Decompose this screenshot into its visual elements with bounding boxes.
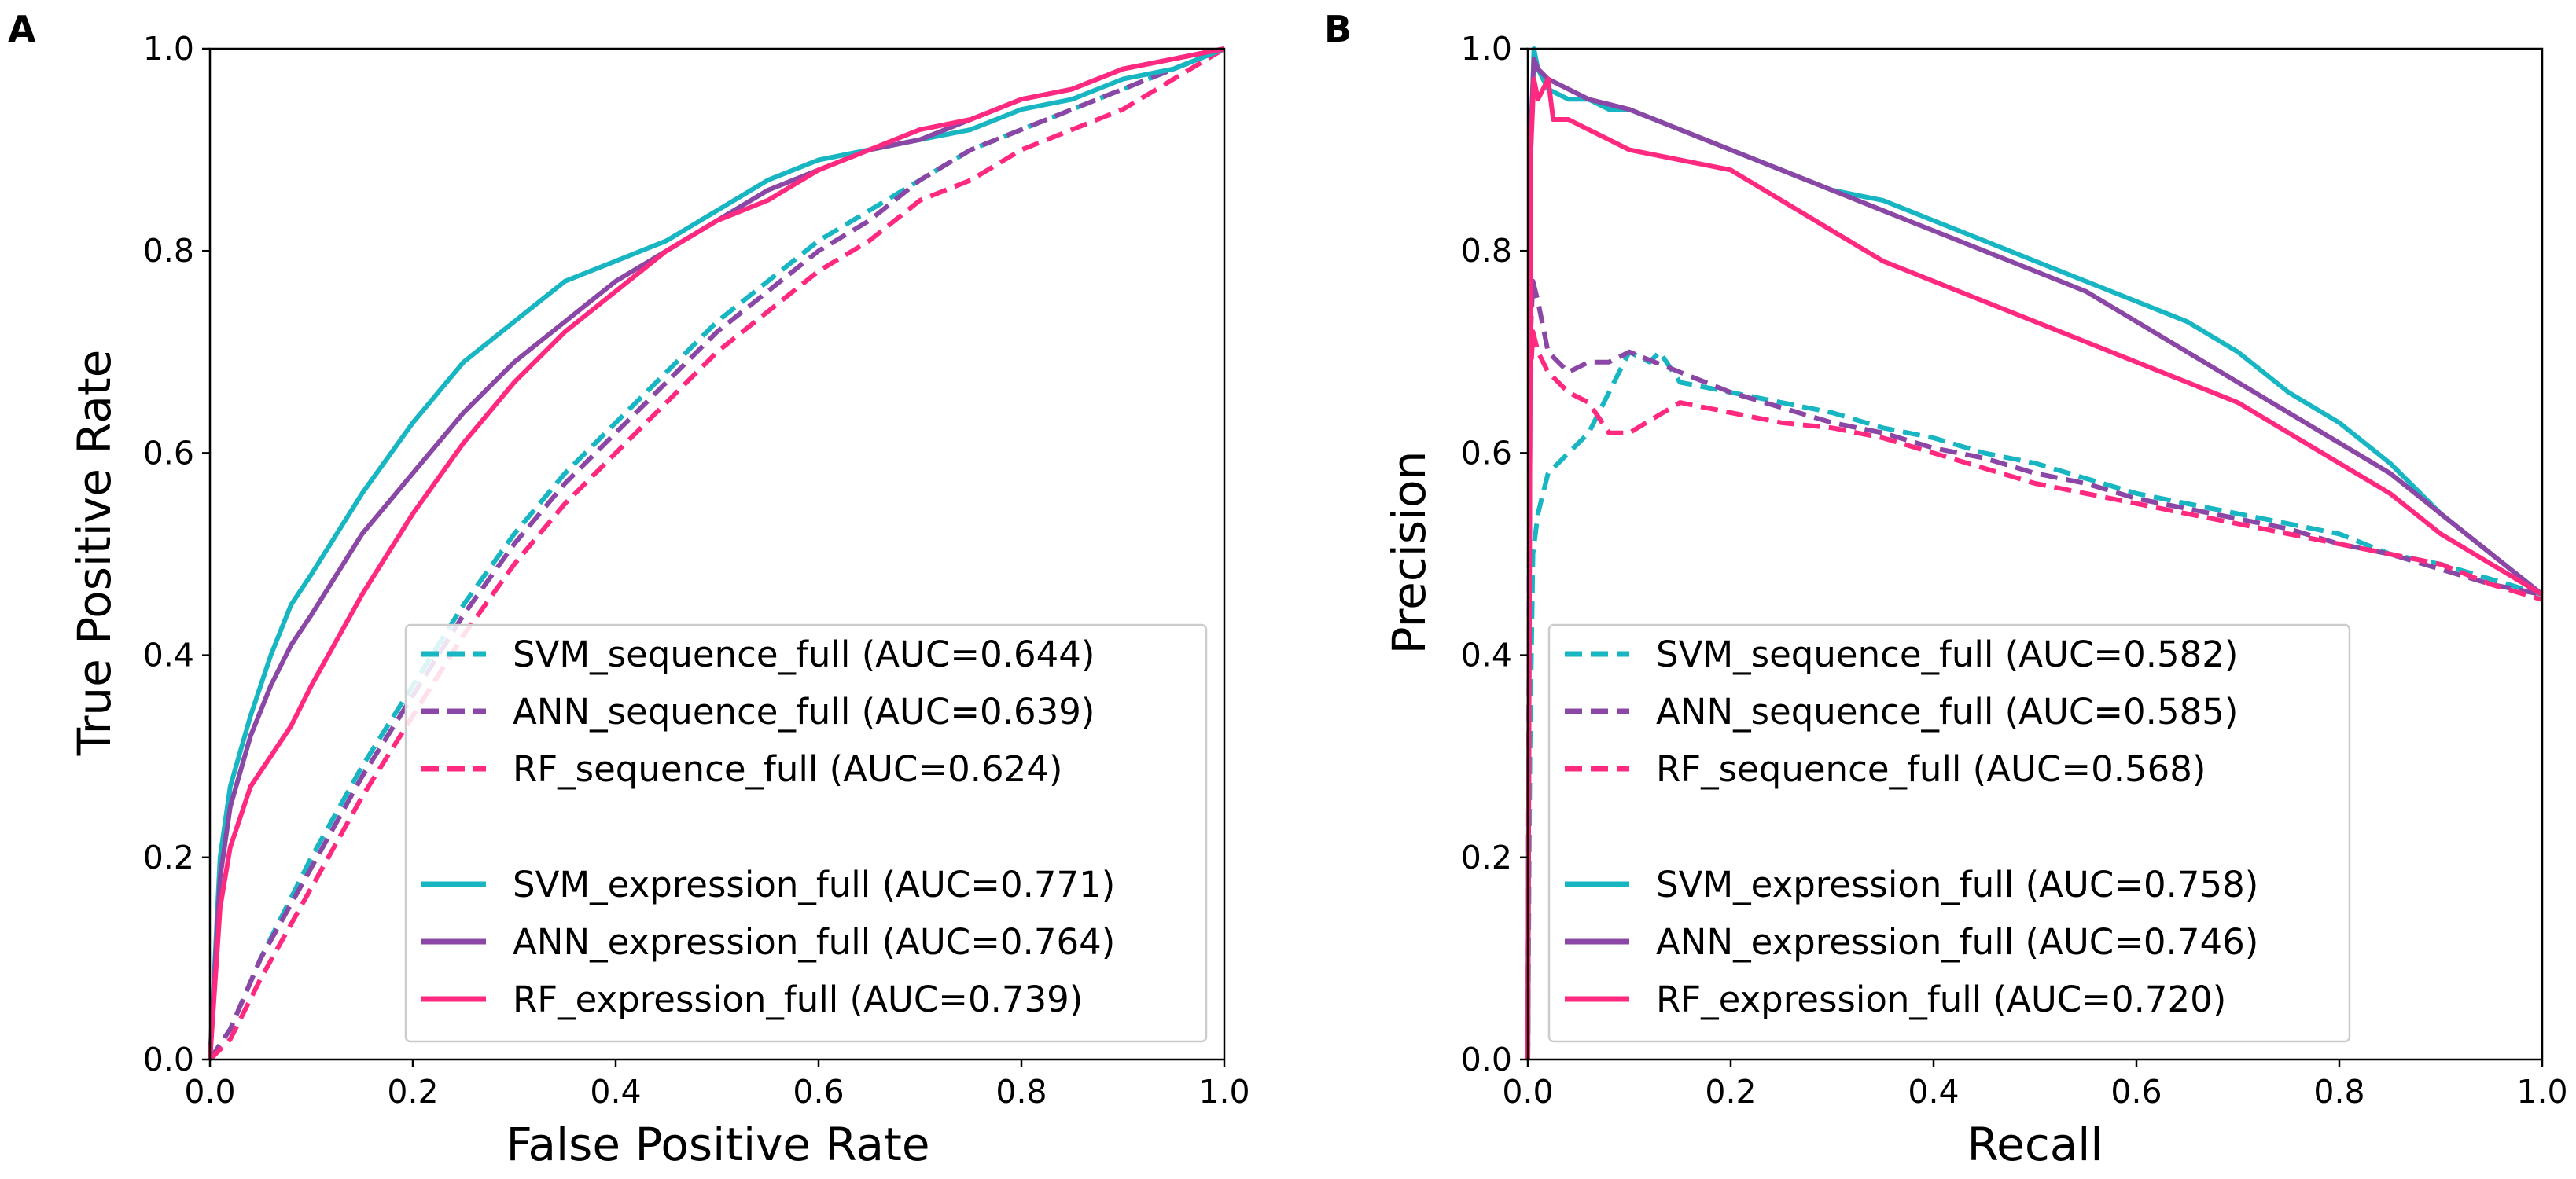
b-legend-label: RF_expression_full (AUC=0.720) [1656,979,2226,1020]
b-legend [1547,623,2351,1043]
b-legend-label: SVM_sequence_full (AUC=0.582) [1656,634,2238,675]
a-y-tick-label: 0.4 [143,637,194,674]
b-legend-label: ANN_expression_full (AUC=0.746) [1656,921,2258,963]
panel-letter-b: B [1324,8,1352,50]
panel-a: A False Positive Rate True Positive Rate… [8,8,1250,1171]
b-curve-svm-expression [1525,46,2544,1060]
a-x-tick-label: 0.4 [590,1073,641,1111]
a-x-tick-label: 0.8 [995,1073,1047,1111]
a-curve-ann-sequence [208,46,1226,1061]
a-curve-rf-expression [208,46,1225,1060]
b-legend-label: SVM_expression_full (AUC=0.758) [1656,864,2258,905]
b-legend-label: RF_sequence_full (AUC=0.568) [1656,748,2206,790]
a-legend-label: ANN_expression_full (AUC=0.764) [513,921,1115,963]
b-y-tick-label: 0.4 [1461,637,1512,674]
b-axes-frame [1526,47,2544,1061]
y-axis-label-b: Precision [1382,451,1436,655]
panel-letter-a: A [8,8,36,50]
b-x-tick-label: 0.0 [1502,1073,1553,1111]
b-y-tick-label: 0.2 [1461,839,1512,876]
a-curve-svm-sequence [208,46,1226,1061]
a-axes-frame [208,47,1226,1061]
a-x-tick-label: 1.0 [1198,1073,1249,1111]
b-curve-ann-expression [1525,56,2544,1060]
b-curve-rf-expression [1525,76,2544,1060]
b-y-tick-label: 0.0 [1461,1041,1512,1078]
a-legend-label: RF_expression_full (AUC=0.739) [513,979,1083,1020]
b-legend-label: ANN_sequence_full (AUC=0.585) [1656,691,2238,733]
a-y-tick-label: 0.8 [143,232,194,270]
x-axis-label-a: False Positive Rate [506,1118,929,1171]
b-x-tick-label: 0.4 [1908,1073,1959,1111]
a-y-tick-label: 0.2 [143,839,194,876]
a-legend [404,623,1208,1043]
a-legend-label: SVM_sequence_full (AUC=0.644) [513,634,1095,675]
a-y-tick-label: 1.0 [143,30,194,68]
b-y-tick-label: 1.0 [1461,30,1512,68]
b-x-tick-label: 0.6 [2110,1073,2162,1111]
b-x-tick-label: 0.8 [2313,1073,2364,1111]
y-axis-label-a: True Positive Rate [68,350,121,757]
a-legend-label: ANN_sequence_full (AUC=0.639) [513,691,1095,733]
b-x-tick-label: 0.2 [1705,1073,1756,1111]
b-curve-rf-sequence [1525,329,2543,1060]
a-y-tick-label: 0.6 [143,434,194,472]
a-x-tick-label: 0.2 [387,1073,438,1111]
a-legend-label: SVM_expression_full (AUC=0.771) [513,864,1115,905]
b-x-tick-label: 1.0 [2516,1073,2567,1111]
a-legend-label: RF_sequence_full (AUC=0.624) [513,748,1062,790]
a-y-tick-label: 0.0 [143,1041,194,1078]
panel-b: B Recall Precision 0.0 0.2 0.4 0.6 0.8 1.0 0.0… [1324,8,2568,1171]
b-y-tick-label: 0.6 [1461,434,1512,472]
b-y-tick-label: 0.8 [1461,232,1512,270]
x-axis-label-b: Recall [1967,1118,2103,1171]
a-curve-rf-sequence [208,46,1226,1062]
b-curve-svm-sequence [1525,349,2543,1060]
a-x-tick-label: 0.0 [184,1073,235,1111]
a-curve-svm-expression [208,46,1226,1060]
a-x-tick-label: 0.6 [793,1073,844,1111]
